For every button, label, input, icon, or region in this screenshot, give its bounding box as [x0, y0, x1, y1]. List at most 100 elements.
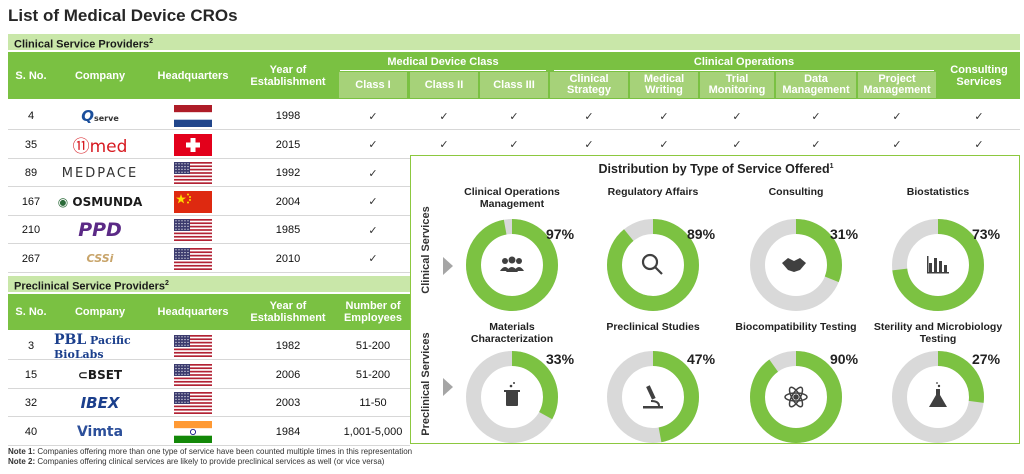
- year-cell: 2015: [275, 138, 301, 151]
- sno-cell: 32: [24, 397, 38, 409]
- donut-chart: [607, 219, 699, 311]
- flag-usa: [146, 332, 240, 360]
- company-logo: Vimta: [76, 423, 124, 440]
- year-cell: 1984: [275, 425, 301, 438]
- chart-title: Sterility and Microbiology Testing: [873, 321, 1003, 345]
- subheader-trial-monitoring: Trial Monitoring: [700, 72, 774, 98]
- company-logo: PPD: [78, 219, 122, 241]
- employees-cell: 11-50: [359, 397, 387, 409]
- flag-netherlands: [146, 102, 240, 130]
- company-logo: ⑪med: [72, 137, 128, 157]
- donut-chart: [750, 351, 842, 443]
- chart-percent-label: 90%: [830, 351, 859, 367]
- donut-chart: [466, 351, 558, 443]
- check-icon: ✓: [892, 139, 902, 151]
- clinical-arrow-icon: [443, 257, 453, 275]
- sno-cell: 267: [21, 252, 41, 265]
- employees-cell: 1,001-5,000: [343, 425, 403, 438]
- clinical-services-label: Clinical Services: [420, 206, 432, 294]
- check-icon: ✓: [368, 196, 378, 208]
- bar-chart-icon: [927, 256, 949, 274]
- chart-percent-label: 31%: [830, 226, 859, 242]
- chart-percent-label: 89%: [687, 226, 716, 242]
- subheader-clinical-strategy: Clinical Strategy: [550, 72, 628, 98]
- magnifier-icon: [641, 253, 663, 275]
- chart-title: Preclinical Studies: [606, 321, 700, 333]
- flag-usa: [146, 159, 240, 187]
- check-icon: ✓: [368, 139, 378, 151]
- handshake-icon: [782, 258, 806, 272]
- chart-percent-label: 33%: [546, 351, 575, 367]
- subheader-class-iii: Class III: [480, 72, 548, 98]
- donut-value-arc: [892, 219, 984, 311]
- donut-chart: [892, 219, 984, 311]
- sno-cell: 4: [27, 110, 35, 122]
- sno-cell: 15: [24, 368, 38, 381]
- footnotes: Note 1: Companies offering more than one…: [8, 447, 412, 467]
- pre-header-company: Company: [54, 294, 146, 330]
- donut-value-arc: [607, 219, 699, 311]
- check-icon: ✓: [892, 110, 902, 123]
- year-cell: 1992: [275, 167, 301, 179]
- check-icon: ✓: [584, 110, 594, 123]
- check-icon: ✓: [368, 224, 378, 237]
- subheader-data-management: Data Management: [776, 72, 856, 98]
- check-icon: ✓: [368, 110, 378, 123]
- sno-cell: 89: [24, 167, 38, 179]
- sno-cell: 167: [21, 195, 41, 208]
- microscope-icon: [643, 385, 663, 409]
- sno-cell: 3: [27, 340, 35, 352]
- donut-value-arc: [466, 351, 558, 443]
- flag-india: [146, 418, 240, 446]
- donut-value-arc: [892, 351, 984, 443]
- note-1: Note 1: Companies offering more than one…: [8, 447, 413, 456]
- distribution-title: Distribution by Type of Service Offered1: [598, 162, 834, 176]
- chart-percent-label: 73%: [972, 226, 1001, 242]
- people-icon: [500, 256, 524, 272]
- donut-chart: [607, 351, 699, 443]
- flag-usa: [146, 245, 240, 273]
- pre-header-employees: Number of Employees: [336, 294, 410, 330]
- header-clinical-operations: Clinical Operations: [693, 56, 795, 68]
- year-cell: 1982: [275, 340, 301, 352]
- check-icon: ✓: [811, 110, 821, 123]
- donut-value-arc: [607, 351, 699, 443]
- beaker-icon: [504, 382, 520, 406]
- subheader-class-ii: Class II: [410, 72, 478, 98]
- year-cell: 1998: [275, 110, 301, 122]
- year-cell: 2003: [275, 397, 301, 409]
- table-row: 3 PBL Pacific BioLabs 1982 51-200: [8, 332, 410, 361]
- table-row: 15 ⊂BSET 2006 51-200: [8, 361, 410, 389]
- flag-switzerland: [146, 131, 240, 159]
- chart-title: Consulting: [768, 186, 824, 198]
- clinical-section-label: Clinical Service Providers2: [8, 34, 1020, 51]
- donut-value-arc: [466, 219, 558, 311]
- note-2: Note 2: Companies offering clinical serv…: [8, 457, 385, 466]
- preclinical-services-label: Preclinical Services: [420, 332, 432, 436]
- company-logo: IBEX: [80, 394, 120, 412]
- flag-usa: [146, 361, 240, 389]
- chart-title: Materials Characterization: [470, 321, 554, 345]
- donut-chart: [892, 351, 984, 443]
- check-icon: ✓: [439, 110, 449, 123]
- company-logo: ⊂BSET: [77, 367, 123, 382]
- company-logo: MEDPACE: [61, 165, 139, 181]
- company-logo: CSSi: [86, 252, 114, 265]
- table-row: 4 Qserve 1998 ✓ ✓ ✓ ✓ ✓ ✓ ✓ ✓ ✓: [8, 102, 1020, 130]
- chart-title: Clinical Operations Management: [464, 186, 560, 210]
- header-consulting: Consulting Services: [938, 52, 1020, 99]
- chart-percent-label: 97%: [546, 226, 575, 242]
- flag-usa: [146, 216, 240, 244]
- flag-usa: [146, 389, 240, 417]
- check-icon: ✓: [659, 110, 669, 123]
- year-cell: 2006: [275, 368, 301, 381]
- chart-title: Biostatistics: [906, 186, 970, 198]
- check-icon: ✓: [732, 139, 742, 151]
- distribution-panel: Distribution by Type of Service Offered1…: [410, 155, 1020, 444]
- donut-value-arc: [750, 219, 842, 311]
- atom-icon: [784, 386, 808, 408]
- donut-chart: [466, 219, 558, 311]
- employees-cell: 51-200: [355, 368, 391, 381]
- header-medical-device-class: Medical Device Class: [387, 56, 499, 68]
- year-cell: 2010: [275, 252, 301, 265]
